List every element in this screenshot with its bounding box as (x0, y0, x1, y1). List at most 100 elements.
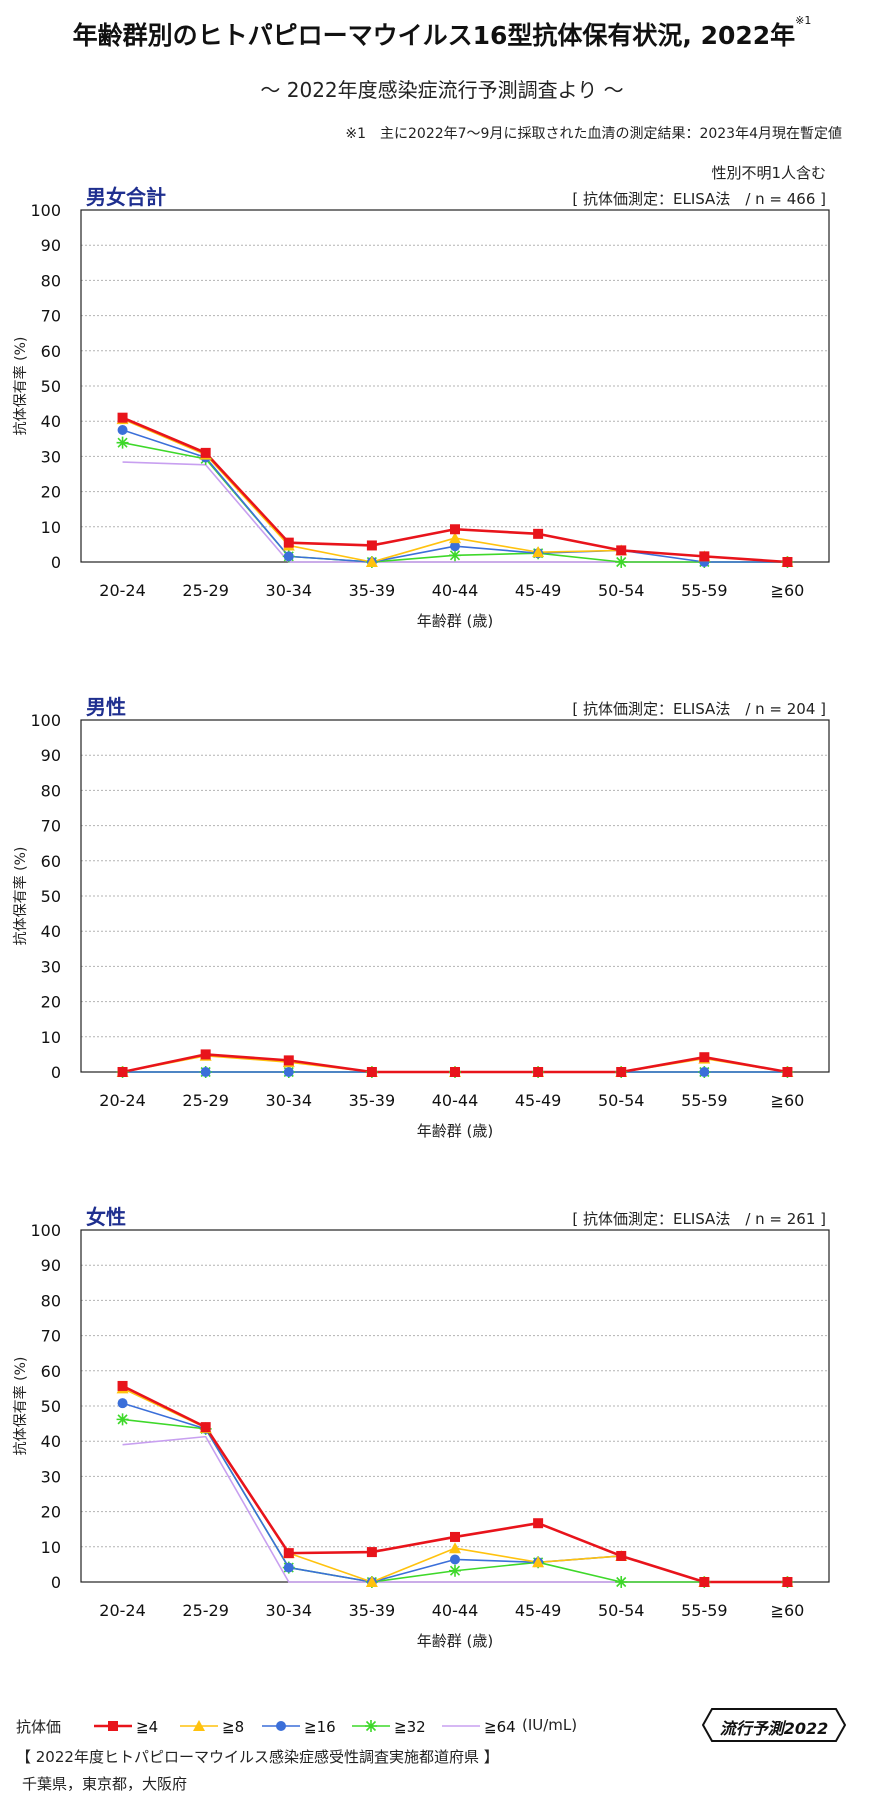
legend-item-ge64: ≧64 (440, 1714, 530, 1738)
y-tick-label: 10 (41, 1028, 61, 1047)
data-point (449, 1542, 461, 1554)
y-tick-label: 100 (30, 711, 61, 730)
legend-text: ≧32 (394, 1718, 426, 1736)
y-tick-label: 0 (51, 1063, 61, 1082)
data-point (782, 1067, 793, 1077)
panel-note: 性別不明1人含む (711, 164, 826, 182)
chart-female: 女性 [ 抗体価測定：ELISA法 / n = 261 ] 0 10 20 30 40 50 6… (12, 1205, 830, 1650)
data-point (117, 412, 128, 423)
x-tick-label: 45-49 (515, 1091, 562, 1110)
y-tick-label: 50 (41, 1397, 61, 1416)
data-point (366, 1547, 377, 1558)
panel-title: 女性 (86, 1205, 126, 1229)
data-point (117, 1398, 128, 1409)
y-tick-label: 40 (41, 922, 61, 941)
footnote: ※1 主に2022年7～9月に採取された血清の測定結果：2023年4月現在暫定値 (345, 126, 842, 142)
y-tick-label: 0 (51, 1573, 61, 1592)
legend-item-ge16: ≧16 (260, 1714, 350, 1738)
data-point (365, 556, 378, 567)
legend-marker-ge8: ≧8 (180, 1718, 244, 1736)
legend-text: ≧64 (484, 1718, 516, 1736)
y-tick-label: 90 (41, 746, 61, 765)
chart-male: 男性 [ 抗体価測定：ELISA法 / n = 204 ] 0 10 20 30 40 50 6… (12, 695, 830, 1140)
x-tick-label: 40-44 (432, 1091, 479, 1110)
x-tick-label: 20-24 (99, 581, 146, 600)
badge-shape (701, 1708, 847, 1742)
data-point (283, 1055, 294, 1066)
legend-item-ge8: ≧8 (178, 1714, 268, 1738)
data-point (532, 546, 545, 558)
x-tick-label: ≧60 (771, 581, 805, 600)
x-tick-label: 50-54 (598, 1601, 645, 1620)
y-tick-label: 90 (41, 236, 61, 255)
x-tick-label: 30-34 (266, 581, 313, 600)
data-point (366, 1067, 377, 1077)
data-point (283, 1067, 294, 1077)
legend-item-ge4: ≧4 (92, 1714, 182, 1738)
legend-marker (193, 1720, 205, 1731)
data-point (200, 1049, 211, 1060)
data-point (449, 532, 461, 544)
x-tick-label: 45-49 (515, 1601, 562, 1620)
legend-item-ge32: ≧32 (350, 1714, 440, 1738)
data-point (283, 1548, 294, 1559)
x-tick-label: 20-24 (99, 1091, 146, 1110)
x-tick-label: ≧60 (771, 1601, 805, 1620)
data-point (699, 551, 710, 562)
data-point (283, 551, 294, 562)
data-point (366, 540, 377, 551)
legend-marker-ge4: ≧4 (94, 1718, 158, 1736)
y-axis-label: 抗体保有率 (%) (12, 1357, 29, 1456)
data-point (450, 1531, 460, 1542)
data-point (615, 1576, 628, 1588)
legend-marker (276, 1721, 286, 1731)
data-point (283, 537, 294, 548)
legend: 抗体価 ≧4 ≧8 ≧16 ≧32 ≧64 (IU/mL) (16, 1714, 676, 1738)
title-text: 年齢群別のヒトパピローマウイルス16型抗体保有状況, 2022年 (72, 21, 796, 50)
x-tick-label: 35-39 (349, 581, 396, 600)
prefecture-list: 千葉県，東京都，大阪府 (22, 1775, 188, 1793)
data-point (200, 447, 211, 458)
data-point (449, 1564, 461, 1577)
y-tick-label: 0 (51, 553, 61, 572)
data-point (365, 1576, 378, 1587)
y-tick-label: 100 (30, 1221, 61, 1240)
y-tick-label: 50 (41, 887, 61, 906)
badge-text: 流行予測2022 (719, 1719, 829, 1738)
y-tick-label: 20 (41, 993, 61, 1012)
data-point (616, 545, 627, 556)
y-tick-label: 80 (41, 271, 61, 290)
data-point (117, 425, 128, 435)
data-point (616, 1550, 627, 1561)
data-point (283, 1562, 294, 1573)
data-point (533, 1067, 544, 1077)
data-point (533, 1518, 544, 1529)
data-point (449, 549, 461, 562)
y-tick-label: 30 (41, 1467, 61, 1486)
data-point (117, 1380, 128, 1391)
y-axis-label: 抗体保有率 (%) (12, 337, 29, 436)
panel-method: [ 抗体価測定：ELISA法 / n = 204 ] (572, 700, 826, 718)
y-tick-label: 40 (41, 412, 61, 431)
data-point (533, 528, 544, 539)
y-tick-label: 90 (41, 1256, 61, 1275)
legend-text: ≧4 (136, 1718, 158, 1736)
x-axis-label: 年齢群 (歳) (417, 612, 493, 630)
x-tick-label: 40-44 (432, 1601, 479, 1620)
x-tick-label: 35-39 (349, 1601, 396, 1620)
x-tick-label: 50-54 (598, 581, 645, 600)
y-tick-label: 80 (41, 781, 61, 800)
legend-marker (365, 1720, 377, 1732)
data-point (450, 1554, 460, 1565)
title-note-mark: ※1 (795, 14, 812, 27)
y-tick-label: 30 (41, 957, 61, 976)
data-point (699, 1052, 710, 1063)
legend-marker-ge16: ≧16 (262, 1718, 336, 1736)
y-axis-label: 抗体保有率 (%) (12, 847, 29, 946)
panel-method: [ 抗体価測定：ELISA法 / n = 466 ] (572, 190, 826, 208)
legend-text: ≧16 (304, 1718, 336, 1736)
y-tick-label: 30 (41, 447, 61, 466)
y-tick-label: 70 (41, 1327, 61, 1346)
x-tick-label: 50-54 (598, 1091, 645, 1110)
x-tick-label: 30-34 (266, 1091, 313, 1110)
